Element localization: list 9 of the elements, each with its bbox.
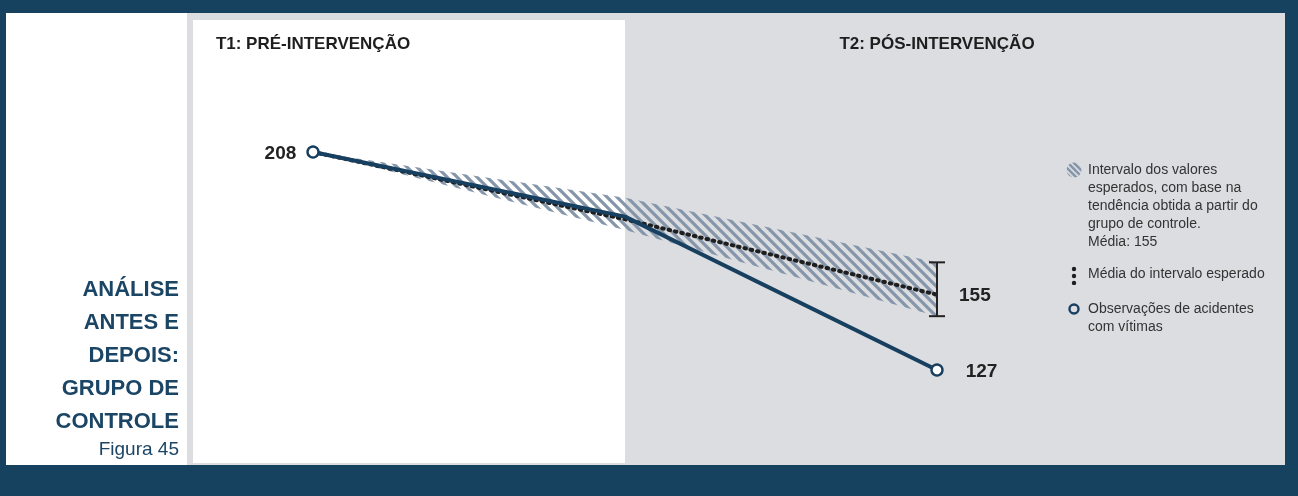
- annotation: Intervalo dos valores esperados, com base na tendência obtida a partir do grupo de controle. Média: 155: [1088, 160, 1259, 250]
- text: Média do intervalo esperado: [1088, 264, 1265, 282]
- x-tick-label: T2: PÓS-INTERVENÇÃO: [839, 33, 1035, 53]
- title-background: ANÁLISE ANTES E DEPOIS: GRUPO DE CONTROLE Figura 45: [6, 13, 187, 465]
- legend-label: Observações de acidentes com vítimas: [1088, 299, 1255, 335]
- data-label: 155: [959, 284, 992, 306]
- data-label: 208: [264, 141, 297, 163]
- x-tick-label: T1: PRÉ-INTERVENÇÃO: [215, 33, 411, 53]
- data-label: 127: [965, 359, 998, 381]
